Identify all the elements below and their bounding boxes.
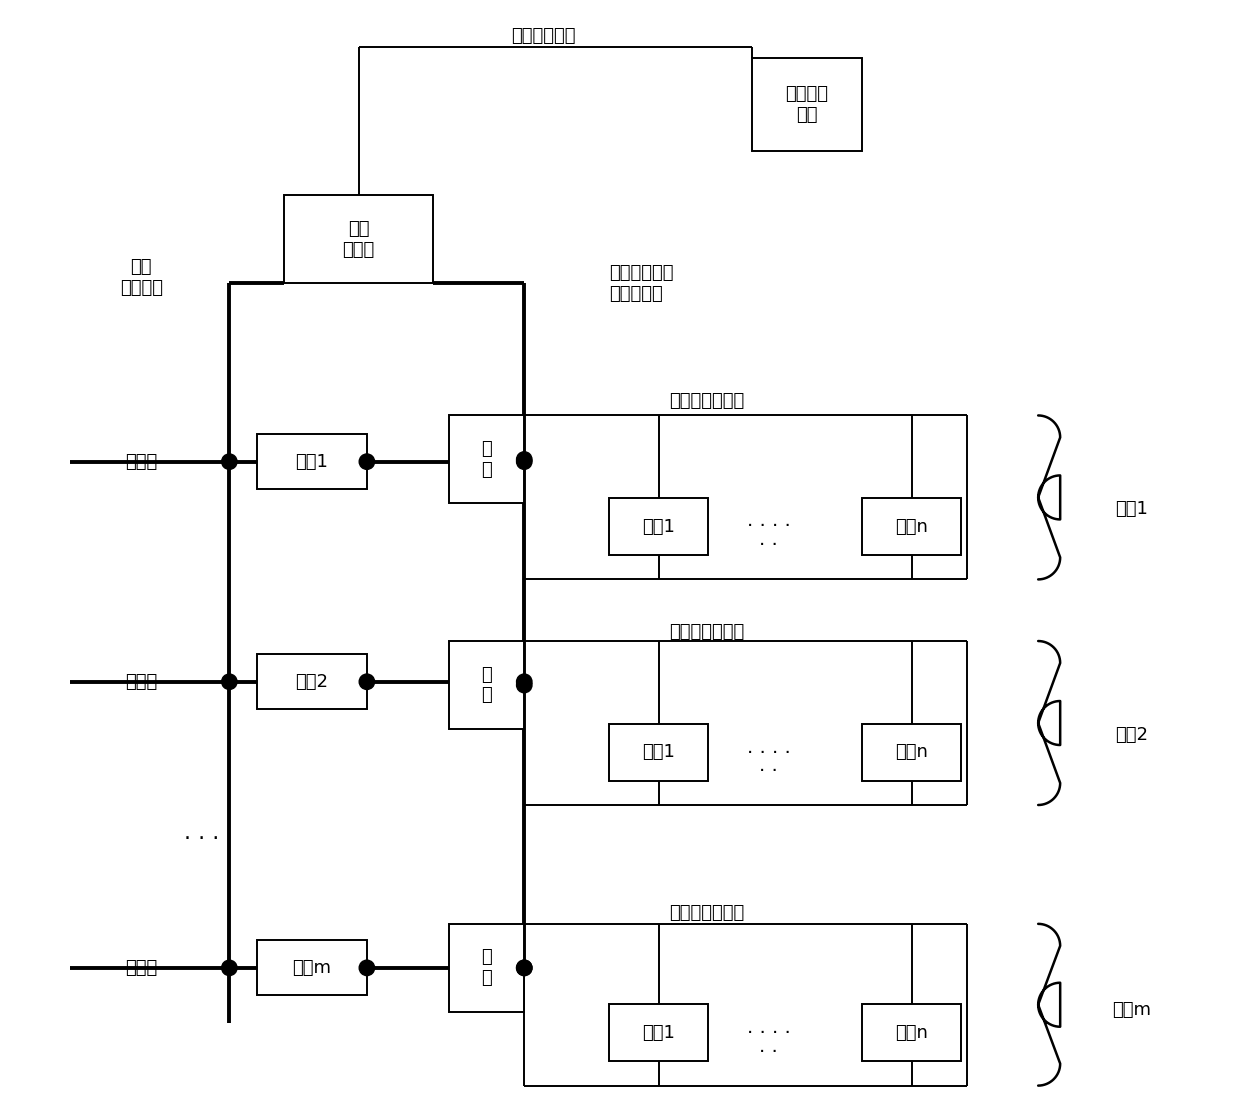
Text: 计费
控制器: 计费 控制器 [342, 220, 374, 259]
Text: · ·: · · [759, 535, 777, 555]
FancyBboxPatch shape [862, 1004, 961, 1062]
Text: 外
机: 外 机 [481, 666, 492, 705]
Circle shape [517, 677, 532, 692]
FancyBboxPatch shape [862, 498, 961, 555]
Circle shape [222, 674, 237, 689]
Circle shape [517, 960, 532, 975]
Text: 外
机: 外 机 [481, 949, 492, 988]
FancyBboxPatch shape [257, 940, 367, 995]
Text: · ·: · · [759, 762, 777, 782]
Text: · · · ·: · · · · [746, 1024, 790, 1043]
Text: 内机1: 内机1 [642, 743, 675, 761]
Text: 内机n: 内机n [895, 518, 928, 535]
FancyBboxPatch shape [862, 723, 961, 781]
Text: 内机1: 内机1 [642, 518, 675, 535]
Text: 外内机通讯总线: 外内机通讯总线 [670, 624, 745, 641]
Text: 系统2: 系统2 [1115, 726, 1148, 743]
Text: 以太网通讯线: 以太网通讯线 [511, 27, 575, 44]
FancyBboxPatch shape [609, 723, 708, 781]
Text: 内机1: 内机1 [642, 1024, 675, 1042]
Text: 系统1: 系统1 [1115, 500, 1148, 518]
FancyBboxPatch shape [609, 498, 708, 555]
Text: · · · ·: · · · · [746, 743, 790, 763]
Text: 外内机通讯总线: 外内机通讯总线 [670, 904, 745, 921]
FancyBboxPatch shape [257, 435, 367, 489]
Text: · ·: · · [759, 1043, 777, 1062]
FancyBboxPatch shape [751, 58, 862, 152]
Text: 电源侧: 电源侧 [125, 452, 157, 471]
Text: 电表m: 电表m [293, 959, 331, 977]
Text: 电源侧: 电源侧 [125, 672, 157, 691]
Text: 人机交互
装置: 人机交互 装置 [786, 85, 828, 124]
Text: 电表1: 电表1 [295, 452, 329, 471]
Circle shape [360, 960, 374, 975]
FancyBboxPatch shape [284, 196, 433, 283]
Text: 电表2: 电表2 [295, 672, 329, 691]
Text: · · · ·: · · · · [746, 518, 790, 536]
Text: 外
机: 外 机 [481, 440, 492, 479]
FancyBboxPatch shape [609, 1004, 708, 1062]
Text: 内机n: 内机n [895, 1024, 928, 1042]
Text: 多联机空调系
统通讯总线: 多联机空调系 统通讯总线 [609, 264, 673, 303]
Text: 系统m: 系统m [1112, 1001, 1151, 1019]
FancyBboxPatch shape [449, 641, 525, 729]
Circle shape [222, 960, 237, 975]
Text: 外内机通讯总线: 外内机通讯总线 [670, 393, 745, 410]
Circle shape [517, 451, 532, 467]
Text: · · ·: · · · [185, 830, 219, 849]
FancyBboxPatch shape [449, 416, 525, 503]
Text: 电源侧: 电源侧 [125, 959, 157, 977]
Circle shape [222, 453, 237, 469]
Circle shape [517, 674, 532, 689]
FancyBboxPatch shape [449, 924, 525, 1012]
Circle shape [360, 674, 374, 689]
Circle shape [360, 453, 374, 469]
Text: 电表
通讯总线: 电表 通讯总线 [120, 259, 162, 298]
Circle shape [517, 960, 532, 975]
FancyBboxPatch shape [257, 655, 367, 709]
Circle shape [517, 453, 532, 469]
Text: 内机n: 内机n [895, 743, 928, 761]
